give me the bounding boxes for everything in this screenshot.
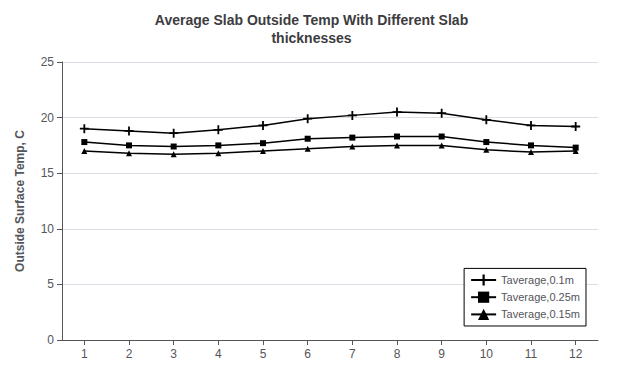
svg-text:10: 10 bbox=[480, 347, 494, 361]
svg-text:Outside Surface Temp, C: Outside Surface Temp, C bbox=[13, 130, 27, 272]
svg-text:12: 12 bbox=[569, 347, 583, 361]
svg-text:5: 5 bbox=[47, 277, 54, 291]
svg-text:15: 15 bbox=[41, 166, 55, 180]
svg-text:4: 4 bbox=[215, 347, 222, 361]
svg-text:0: 0 bbox=[47, 333, 54, 347]
svg-text:Taverage,0.25m: Taverage,0.25m bbox=[501, 291, 580, 303]
svg-text:Taverage,0.1m: Taverage,0.1m bbox=[501, 274, 574, 286]
svg-text:20: 20 bbox=[41, 111, 55, 125]
svg-text:5: 5 bbox=[260, 347, 267, 361]
svg-text:7: 7 bbox=[349, 347, 356, 361]
svg-text:25: 25 bbox=[41, 55, 55, 69]
svg-text:3: 3 bbox=[170, 347, 177, 361]
svg-text:thicknesses: thicknesses bbox=[271, 30, 351, 46]
svg-text:Average Slab Outside Temp With: Average Slab Outside Temp With Different… bbox=[155, 12, 468, 28]
svg-text:10: 10 bbox=[41, 222, 55, 236]
svg-text:11: 11 bbox=[525, 347, 538, 361]
svg-text:1: 1 bbox=[81, 347, 88, 361]
svg-text:9: 9 bbox=[438, 347, 445, 361]
svg-text:6: 6 bbox=[304, 347, 311, 361]
svg-text:Taverage,0.15m: Taverage,0.15m bbox=[501, 308, 580, 320]
svg-text:8: 8 bbox=[394, 347, 401, 361]
svg-text:2: 2 bbox=[126, 347, 133, 361]
